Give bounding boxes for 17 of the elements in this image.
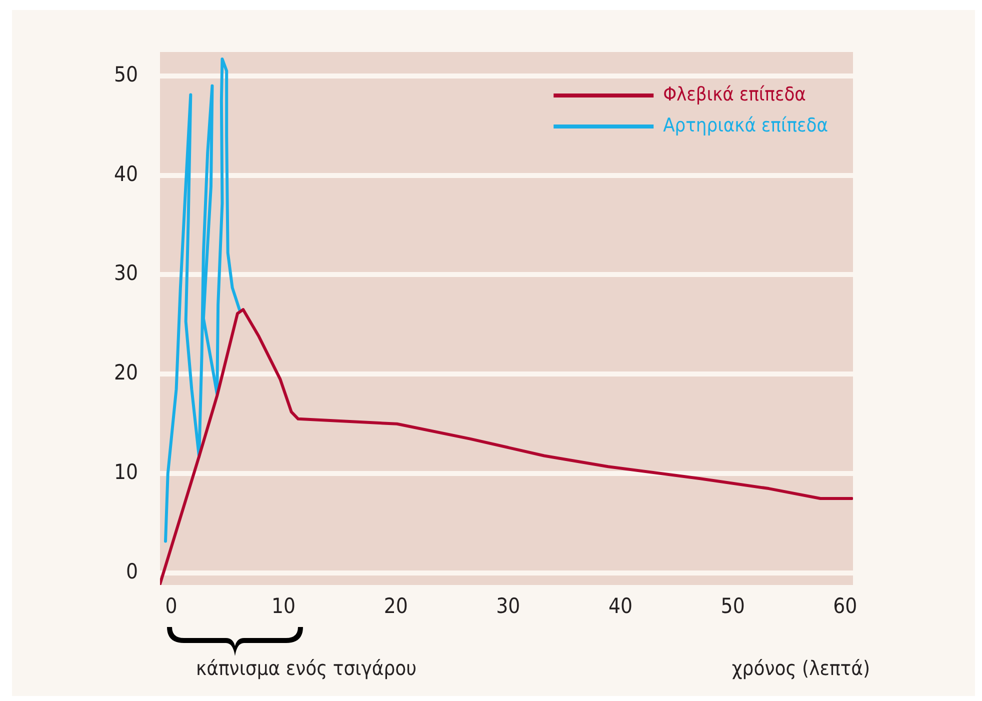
- x-tick-label: 30: [496, 594, 520, 618]
- y-tick-label: 40: [114, 162, 138, 186]
- y-tick-label: 50: [114, 62, 138, 86]
- y-tick-label: 30: [114, 261, 138, 286]
- x-axis-title: χρόνος (λεπτά): [732, 656, 870, 680]
- y-tick-label: 0: [126, 560, 138, 584]
- x-tick-label: 50: [720, 594, 745, 618]
- x-tick-label: 20: [384, 594, 408, 618]
- text: Φλεβικά επίπεδα: [663, 83, 806, 106]
- y-tick-label: 20: [114, 360, 138, 385]
- y-tick-label: 10: [114, 460, 138, 484]
- text: Αρτηριακά επίπεδα: [663, 114, 828, 136]
- x-tick-label: 0: [165, 594, 178, 618]
- x-tick-label: 60: [833, 594, 858, 618]
- x-tick-label: 40: [608, 594, 633, 618]
- x-tick-label: 10: [272, 594, 296, 618]
- text: κάπνισμα ενός τσιγάρου: [196, 656, 417, 680]
